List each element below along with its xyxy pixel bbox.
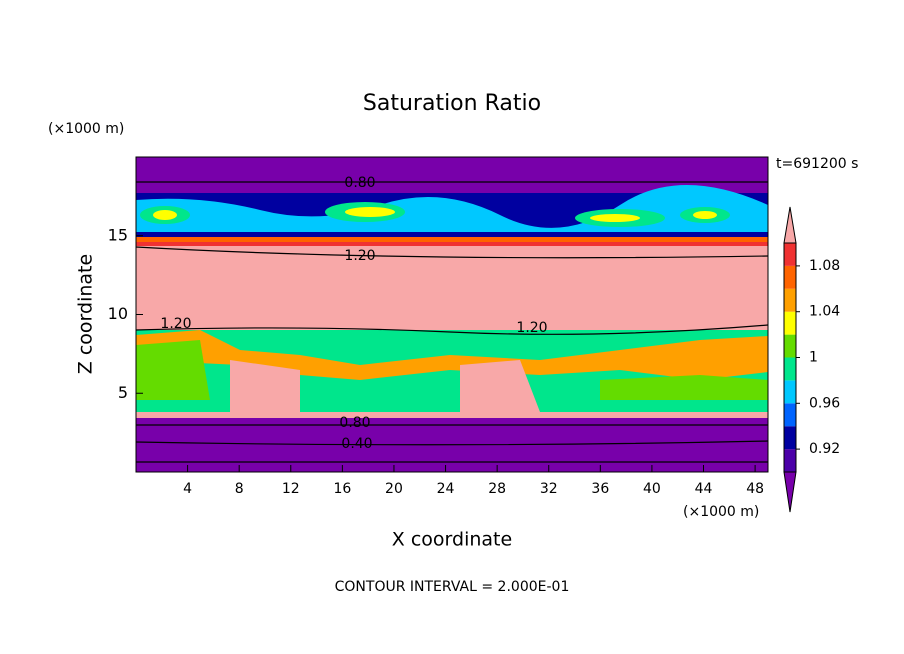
x-tick-label: 24: [437, 481, 455, 497]
contour-label: 0.80: [339, 415, 370, 431]
footer: CONTOUR INTERVAL = 2.000E-01: [335, 579, 570, 595]
colorbar-label: 1.04: [809, 304, 840, 320]
colorbar-label: 1.08: [809, 258, 840, 274]
x-tick-label: 28: [488, 481, 506, 497]
colorbar-label: 1: [809, 350, 818, 366]
contour-label: 1.20: [516, 320, 547, 336]
x-axis-label: X coordinate: [392, 529, 512, 551]
chart-title: Saturation Ratio: [363, 91, 541, 116]
contour-label: 1.20: [160, 316, 191, 332]
colorbar-segment: [784, 449, 796, 472]
colorbar-segment: [784, 426, 796, 450]
x-unit: (×1000 m): [683, 504, 759, 520]
time-label: t=691200 s: [776, 156, 858, 172]
x-tick-label: 20: [385, 481, 403, 497]
field: [136, 157, 768, 472]
colorbar-segment: [784, 311, 796, 335]
colorbar-segment: [784, 288, 796, 312]
x-tick-label: 48: [746, 481, 764, 497]
colorbar-over: [783, 206, 797, 244]
x-tick-label: 36: [591, 481, 609, 497]
contour-label: 1.20: [344, 248, 375, 264]
colorbar-label: 0.96: [809, 395, 840, 411]
y-tick-label: 10: [108, 304, 128, 323]
x-tick-label: 44: [695, 481, 713, 497]
colorbar-segment: [784, 403, 796, 427]
colorbar-under: [783, 471, 797, 513]
colorbar-segment: [784, 357, 796, 381]
x-tick-label: 4: [183, 481, 192, 497]
colorbar-segment: [784, 243, 796, 266]
x-tick-label: 16: [333, 481, 351, 497]
x-tick-label: 32: [540, 481, 558, 497]
x-tick-label: 8: [235, 481, 244, 497]
colorbar-segment: [784, 334, 796, 358]
contour-label: 0.40: [341, 436, 372, 452]
colorbar-label: 0.92: [809, 441, 840, 457]
x-tick-label: 12: [282, 481, 300, 497]
y-tick-label: 15: [108, 225, 128, 244]
contour-label: 0.80: [344, 175, 375, 191]
y-unit: (×1000 m): [48, 121, 124, 137]
x-tick-label: 40: [643, 481, 661, 497]
y-tick-label: 5: [118, 383, 128, 402]
y-axis-label: Z coordinate: [75, 254, 97, 374]
colorbar-segment: [784, 265, 796, 289]
colorbar-segment: [784, 380, 796, 404]
